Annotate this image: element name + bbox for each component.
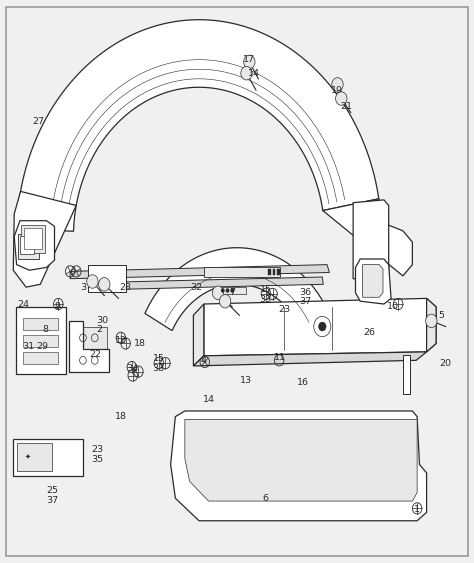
Text: 12: 12 [115,336,127,345]
Circle shape [99,278,110,291]
Text: 5: 5 [438,311,444,320]
Circle shape [87,275,98,288]
Polygon shape [17,20,379,231]
Polygon shape [95,277,323,290]
Circle shape [212,286,224,300]
Text: 37: 37 [46,496,58,505]
Polygon shape [218,287,246,294]
Text: 4: 4 [201,356,207,365]
Polygon shape [13,191,76,287]
Text: 29: 29 [36,342,49,351]
Text: 21: 21 [340,102,352,111]
Polygon shape [185,419,417,501]
Text: 23: 23 [278,305,291,314]
Text: 22: 22 [89,350,101,359]
Polygon shape [13,439,83,476]
Text: 33: 33 [153,364,165,373]
Text: 28: 28 [119,283,132,292]
Text: 18: 18 [115,412,127,421]
Text: 32: 32 [191,283,203,292]
Text: 30: 30 [96,316,108,325]
Text: 31: 31 [22,342,35,351]
Circle shape [219,294,231,308]
Text: 14: 14 [202,395,215,404]
Polygon shape [23,335,58,347]
Polygon shape [204,267,280,277]
Text: 15: 15 [153,354,165,363]
Text: 35: 35 [91,455,103,464]
Polygon shape [403,355,410,394]
Text: 2: 2 [97,325,102,334]
Text: 6: 6 [263,494,268,503]
Polygon shape [193,352,427,366]
Text: 14: 14 [247,69,260,78]
Polygon shape [427,298,436,352]
Polygon shape [21,225,45,253]
Circle shape [332,78,343,91]
Polygon shape [16,307,66,374]
Text: 20: 20 [439,359,452,368]
Text: 24: 24 [18,300,30,309]
Polygon shape [363,265,383,297]
Text: 33: 33 [259,295,272,304]
Text: 19: 19 [330,86,343,95]
Text: 16: 16 [297,378,310,387]
Polygon shape [171,411,427,521]
Text: 9: 9 [54,302,60,311]
Text: 7: 7 [229,288,235,297]
Text: 23: 23 [91,445,103,454]
Text: 3: 3 [80,283,86,292]
Polygon shape [76,327,107,369]
Circle shape [241,66,252,80]
Polygon shape [23,352,58,364]
Polygon shape [193,304,204,366]
Text: 36: 36 [300,288,312,297]
Text: 26: 26 [364,328,376,337]
Text: 8: 8 [42,325,48,334]
Polygon shape [204,298,436,356]
Circle shape [319,322,326,331]
Text: 15: 15 [259,285,272,294]
Text: 11: 11 [273,353,286,362]
Text: 18: 18 [134,339,146,348]
Polygon shape [23,318,58,330]
Text: 34: 34 [127,364,139,373]
Polygon shape [356,259,391,304]
Polygon shape [88,265,126,292]
Bar [277,269,280,275]
Polygon shape [353,200,389,282]
Bar [273,269,275,275]
Circle shape [336,92,347,105]
Text: 17: 17 [243,55,255,64]
Polygon shape [69,321,109,372]
Polygon shape [17,443,52,471]
Polygon shape [24,228,42,249]
Polygon shape [18,234,39,259]
Text: 13: 13 [240,376,253,385]
Circle shape [244,55,255,69]
Text: ✦: ✦ [25,454,30,460]
Text: 1: 1 [414,505,420,514]
Text: 27: 27 [32,117,44,126]
Circle shape [226,288,229,293]
Circle shape [230,288,234,293]
Polygon shape [145,248,329,330]
Polygon shape [14,221,55,270]
Polygon shape [70,265,329,279]
Polygon shape [20,236,34,254]
Text: 37: 37 [300,297,312,306]
Circle shape [426,314,437,328]
Circle shape [221,288,225,293]
Bar [268,269,271,275]
Text: 25: 25 [46,486,58,495]
Polygon shape [323,199,412,276]
Text: 10: 10 [387,302,400,311]
